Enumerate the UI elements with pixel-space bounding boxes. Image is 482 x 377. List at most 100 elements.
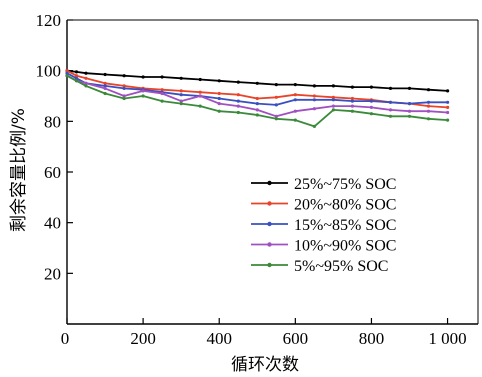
- data-point: [74, 76, 79, 80]
- data-point: [122, 94, 126, 98]
- data-point: [369, 85, 373, 89]
- data-point: [217, 109, 221, 113]
- data-point: [236, 80, 240, 84]
- y-tick-label: 80: [44, 112, 61, 131]
- legend-swatch-marker: [267, 180, 272, 186]
- data-point: [426, 104, 431, 108]
- x-tick-label: 0: [61, 329, 70, 348]
- legend-swatch-marker: [267, 242, 272, 247]
- x-axis-title: 循环次数: [231, 355, 299, 375]
- data-point: [217, 102, 221, 106]
- data-point: [236, 110, 240, 115]
- data-point: [350, 96, 354, 101]
- data-point: [312, 98, 316, 102]
- data-point: [446, 118, 450, 122]
- data-point: [331, 108, 335, 112]
- data-point: [388, 108, 393, 112]
- data-point: [198, 94, 202, 98]
- data-point: [141, 94, 145, 98]
- data-point: [122, 86, 126, 90]
- series-5: [65, 74, 450, 128]
- data-point: [293, 118, 297, 122]
- data-point: [74, 74, 79, 78]
- series-line: [66, 74, 448, 128]
- data-point: [293, 93, 297, 97]
- legend-item: 25%~75% SOC: [251, 176, 396, 193]
- data-point: [160, 88, 164, 92]
- data-point: [198, 77, 202, 82]
- data-point: [426, 88, 431, 92]
- data-point: [350, 99, 354, 103]
- series-line: [66, 74, 448, 118]
- data-point: [103, 84, 107, 88]
- data-point: [179, 99, 183, 103]
- legend-swatch-marker: [267, 262, 272, 268]
- data-point: [103, 81, 107, 85]
- data-point: [293, 109, 297, 113]
- data-point: [84, 71, 88, 75]
- data-point: [179, 76, 183, 80]
- legend-item: 20%~80% SOC: [251, 197, 396, 214]
- data-point: [65, 74, 69, 78]
- data-point: [407, 114, 412, 118]
- data-point: [84, 84, 88, 88]
- data-point: [198, 104, 202, 108]
- data-point: [103, 72, 107, 77]
- data-point: [160, 99, 164, 103]
- data-point: [236, 93, 240, 97]
- data-point: [293, 83, 297, 87]
- x-tick-label: 1 000: [428, 329, 466, 348]
- legend-item: 5%~95% SOC: [251, 258, 388, 275]
- data-point: [350, 109, 354, 113]
- data-point: [331, 84, 335, 88]
- y-tick-label: 120: [36, 11, 62, 30]
- axes: 20 40 60 80 100 120 0 200 400 600 800 1 000: [36, 11, 479, 348]
- legend-swatch-marker: [267, 201, 272, 206]
- data-point: [74, 70, 79, 74]
- data-point: [274, 114, 278, 118]
- data-point: [331, 98, 335, 102]
- series-line: [66, 72, 448, 106]
- data-point: [331, 95, 335, 99]
- x-tick-label: 800: [359, 329, 385, 348]
- data-point: [179, 89, 183, 93]
- data-point: [255, 108, 259, 112]
- data-point: [217, 91, 221, 96]
- data-point: [65, 71, 69, 75]
- legend-label: 20%~80% SOC: [294, 197, 396, 214]
- data-point: [312, 84, 316, 88]
- data-point: [217, 79, 221, 83]
- data-point: [160, 91, 164, 96]
- data-point: [255, 102, 259, 106]
- series-layer: [65, 69, 450, 128]
- data-point: [122, 74, 126, 78]
- legend-item: 15%~85% SOC: [251, 217, 396, 234]
- data-point: [103, 86, 107, 90]
- data-point: [255, 96, 259, 101]
- y-axis-title: 剩余容量比例/%: [9, 108, 29, 232]
- y-tick-label: 60: [44, 163, 61, 182]
- legend-label: 15%~85% SOC: [294, 217, 396, 234]
- data-point: [179, 102, 183, 106]
- data-point: [274, 95, 278, 99]
- legend: 25%~75% SOC 20%~80% SOC 15%~85% SOC 10%~90%…: [251, 176, 396, 275]
- data-point: [141, 75, 145, 79]
- data-point: [426, 100, 431, 104]
- data-point: [255, 113, 259, 117]
- data-point: [369, 112, 373, 116]
- legend-label: 25%~75% SOC: [294, 176, 396, 193]
- data-point: [179, 93, 183, 97]
- data-point: [446, 89, 450, 93]
- data-point: [407, 109, 412, 113]
- series-line: [66, 69, 448, 92]
- x-tick-label: 400: [206, 329, 232, 348]
- data-point: [274, 103, 278, 107]
- data-point: [160, 75, 164, 79]
- x-tick-label: 200: [130, 329, 156, 348]
- legend-label: 5%~95% SOC: [294, 258, 388, 275]
- data-point: [446, 100, 450, 104]
- data-point: [312, 124, 316, 128]
- y-tick-label: 100: [36, 62, 62, 81]
- data-point: [255, 81, 259, 85]
